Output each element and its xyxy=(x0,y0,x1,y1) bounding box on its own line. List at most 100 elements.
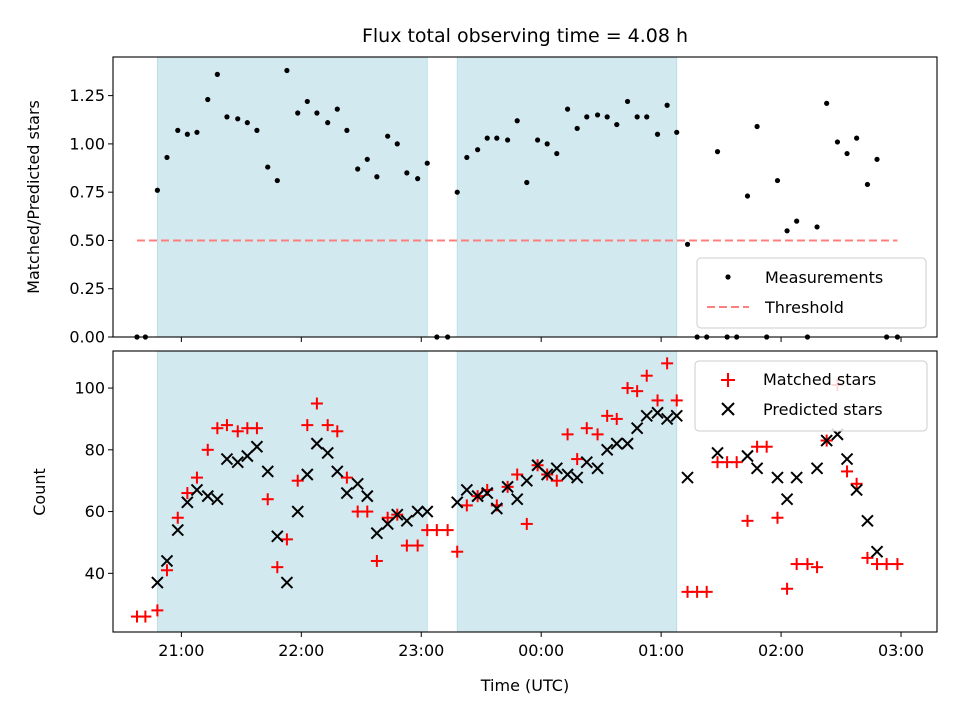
x-tick-label: 23:00 xyxy=(398,641,444,660)
shaded-span xyxy=(456,350,678,633)
predicted-point xyxy=(490,502,504,515)
predicted-point xyxy=(271,530,284,543)
legend-measurements-marker xyxy=(725,274,731,280)
predicted-point xyxy=(331,465,344,478)
matched-point xyxy=(430,524,443,537)
measurement-point xyxy=(364,156,370,162)
legend-measurements-label: Measurements xyxy=(765,268,883,287)
predicted-point xyxy=(600,443,614,457)
measurement-point xyxy=(814,224,820,230)
matched-point xyxy=(640,369,653,382)
matched-point xyxy=(891,558,904,571)
top-legend: Measurements Threshold xyxy=(696,257,927,329)
predicted-point xyxy=(181,496,194,509)
matched-point xyxy=(561,428,574,441)
matched-point xyxy=(460,499,473,512)
predicted-point xyxy=(630,421,644,435)
matched-point xyxy=(580,422,593,435)
measurement-point xyxy=(385,133,391,139)
measurement-point xyxy=(284,67,290,74)
matched-point xyxy=(160,564,173,577)
matched-point xyxy=(250,422,263,435)
measurement-point xyxy=(634,114,640,120)
predicted-point xyxy=(610,437,623,450)
bottom-x-ticks: 21:00 22:00 23:00 00:00 01:00 02:00 03:00 xyxy=(158,632,924,660)
predicted-point xyxy=(381,517,394,531)
x-tick-label: 21:00 xyxy=(158,641,204,660)
matched-point xyxy=(361,505,374,518)
matched-point xyxy=(670,394,683,407)
measurement-point xyxy=(644,114,650,120)
predicted-point xyxy=(421,505,434,518)
measurement-point xyxy=(754,123,760,130)
matched-point xyxy=(271,561,284,574)
measurement-point xyxy=(334,106,340,112)
predicted-point xyxy=(711,446,724,460)
matched-point xyxy=(291,474,304,487)
measurement-point xyxy=(295,110,301,116)
matched-point xyxy=(550,474,563,487)
matched-point xyxy=(139,610,152,623)
predicted-point xyxy=(621,437,634,450)
top-axes-frame xyxy=(112,56,938,338)
matched-point xyxy=(781,582,794,595)
measurement-point xyxy=(424,160,430,166)
matched-point xyxy=(451,545,464,558)
x-axis-label: Time (UTC) xyxy=(480,676,569,695)
measurement-point xyxy=(664,102,670,108)
predicted-point xyxy=(550,462,563,475)
predicted-point xyxy=(370,526,384,540)
measurement-point xyxy=(784,228,790,234)
measurement-point xyxy=(874,156,880,162)
predicted-point xyxy=(790,471,803,484)
bottom-axes-frame xyxy=(112,350,938,633)
legend-threshold-label: Threshold xyxy=(764,298,844,317)
predicted-point xyxy=(361,489,374,503)
measurement-point xyxy=(175,127,181,133)
matched-point xyxy=(340,471,353,484)
measurement-point xyxy=(564,106,571,112)
predicted-point xyxy=(151,576,164,589)
predicted-point xyxy=(520,474,534,487)
measurement-point xyxy=(554,150,560,157)
measurement-point xyxy=(214,71,220,77)
predicted-point xyxy=(400,514,414,528)
top-y-ticks: 0.00 0.25 0.50 0.75 1.00 1.25 xyxy=(69,86,113,347)
predicted-point xyxy=(171,523,184,537)
predicted-point xyxy=(411,505,424,518)
matched-point xyxy=(610,412,623,425)
measurement-point xyxy=(235,116,241,122)
predicted-point xyxy=(861,514,874,528)
measurement-point xyxy=(674,129,680,135)
measurement-point xyxy=(854,135,860,141)
predicted-point xyxy=(261,465,274,478)
matched-point xyxy=(571,453,584,466)
matched-point xyxy=(520,517,533,530)
predicted-point xyxy=(291,505,304,518)
matched-point xyxy=(321,419,334,432)
matched-point xyxy=(700,585,713,598)
measurement-point xyxy=(584,114,590,120)
predicted-point xyxy=(591,462,604,475)
matched-point xyxy=(801,558,814,571)
predicted-point xyxy=(250,440,264,453)
top-panel: 0.00 0.25 0.50 0.75 1.00 1.25 Matched/Predict… xyxy=(24,56,938,347)
predicted-point xyxy=(771,471,784,484)
y-tick-label: 0.75 xyxy=(69,183,105,202)
matched-point xyxy=(730,456,743,469)
measurement-point xyxy=(484,135,490,141)
measurement-point xyxy=(224,114,230,120)
measurement-point xyxy=(254,127,260,133)
matched-point xyxy=(790,558,803,571)
measurement-point xyxy=(594,112,601,118)
measurement-point xyxy=(864,181,871,188)
predicted-point xyxy=(850,483,863,497)
matched-point xyxy=(190,471,203,484)
matched-point xyxy=(301,419,314,432)
y-tick-label: 0.50 xyxy=(69,231,105,250)
bottom-data-marks xyxy=(130,357,904,623)
matched-point xyxy=(771,511,784,524)
y-tick-label: 100 xyxy=(74,379,105,398)
predicted-point xyxy=(451,496,464,509)
matched-point xyxy=(310,397,323,410)
